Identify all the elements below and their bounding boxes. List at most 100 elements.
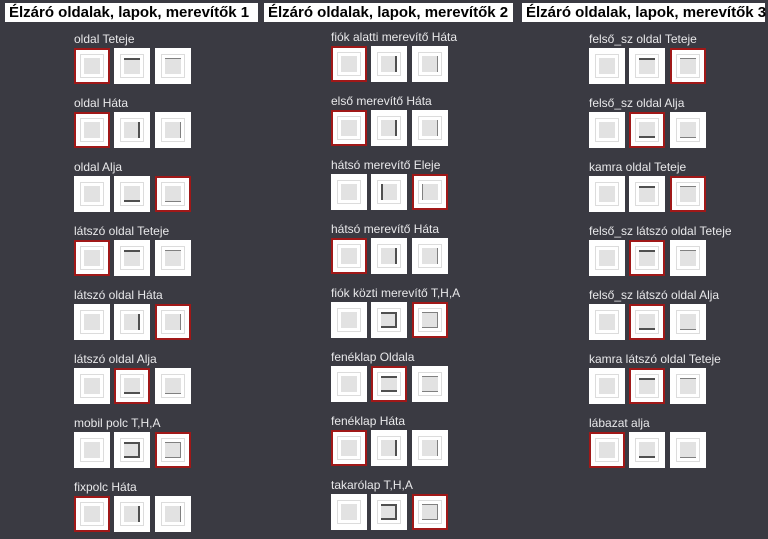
option-group-label: fenéklap Oldala	[331, 350, 415, 364]
no-edge-button[interactable]	[589, 176, 625, 212]
edge-line-icon	[422, 504, 438, 505]
thin-edge-button[interactable]	[670, 112, 706, 148]
panel-icon	[418, 436, 442, 460]
thick-edge-button[interactable]	[114, 176, 150, 212]
no-edge-button[interactable]	[331, 46, 367, 82]
thick-edge-button[interactable]	[629, 48, 665, 84]
no-edge-button[interactable]	[331, 302, 367, 338]
section-header-2: Élzáró oldalak, lapok, merevítők 2	[264, 3, 513, 22]
edge-line-icon	[180, 314, 181, 330]
option-group-label: oldal Teteje	[74, 32, 135, 46]
no-edge-button[interactable]	[589, 432, 625, 468]
edge-line-icon	[680, 457, 696, 458]
panel-icon	[635, 118, 659, 142]
option-group-label: fiók közti merevítő T,H,A	[331, 286, 461, 300]
thin-edge-button[interactable]	[670, 368, 706, 404]
thin-edge-button[interactable]	[412, 174, 448, 210]
thin-edge-button[interactable]	[670, 48, 706, 84]
thick-edge-button[interactable]	[114, 304, 150, 340]
no-edge-button[interactable]	[74, 496, 110, 532]
thin-edge-button[interactable]	[155, 112, 191, 148]
panel-icon	[337, 180, 361, 204]
edge-line-icon	[395, 248, 397, 264]
no-edge-button[interactable]	[331, 238, 367, 274]
no-edge-button[interactable]	[74, 304, 110, 340]
thick-edge-button[interactable]	[114, 48, 150, 84]
option-group-label: lábazat alja	[589, 416, 650, 430]
thick-edge-button[interactable]	[114, 368, 150, 404]
thick-edge-button[interactable]	[371, 46, 407, 82]
no-edge-button[interactable]	[589, 304, 625, 340]
no-edge-button[interactable]	[589, 240, 625, 276]
thick-edge-button[interactable]	[629, 432, 665, 468]
no-edge-button[interactable]	[331, 174, 367, 210]
no-edge-button[interactable]	[74, 432, 110, 468]
thick-edge-button[interactable]	[371, 174, 407, 210]
no-edge-button[interactable]	[74, 240, 110, 276]
thin-edge-button[interactable]	[155, 368, 191, 404]
edge-line-icon	[422, 376, 438, 377]
thin-edge-button[interactable]	[155, 496, 191, 532]
panel-icon	[161, 182, 185, 206]
no-edge-button[interactable]	[589, 112, 625, 148]
panel-icon	[120, 182, 144, 206]
thin-edge-button[interactable]	[155, 240, 191, 276]
panel-icon	[80, 310, 104, 334]
no-edge-button[interactable]	[331, 110, 367, 146]
thin-edge-button[interactable]	[412, 494, 448, 530]
thin-edge-button[interactable]	[155, 432, 191, 468]
no-edge-button[interactable]	[74, 112, 110, 148]
thick-edge-button[interactable]	[371, 430, 407, 466]
option-group-label: fiók alatti merevítő Háta	[331, 30, 458, 44]
thin-edge-button[interactable]	[412, 46, 448, 82]
no-edge-button[interactable]	[74, 368, 110, 404]
panel-icon	[120, 310, 144, 334]
no-edge-button[interactable]	[74, 48, 110, 84]
panel-icon	[120, 118, 144, 142]
thick-edge-button[interactable]	[371, 110, 407, 146]
no-edge-button[interactable]	[331, 430, 367, 466]
thick-edge-button[interactable]	[371, 238, 407, 274]
panel-icon	[337, 500, 361, 524]
no-edge-button[interactable]	[589, 368, 625, 404]
edge-line-icon	[422, 519, 438, 520]
thick-edge-button[interactable]	[114, 112, 150, 148]
thin-edge-button[interactable]	[412, 302, 448, 338]
thick-edge-button[interactable]	[629, 368, 665, 404]
edge-line-icon	[180, 442, 181, 458]
thin-edge-button[interactable]	[412, 110, 448, 146]
thin-edge-button[interactable]	[155, 48, 191, 84]
panel-icon	[676, 310, 700, 334]
thick-edge-button[interactable]	[629, 304, 665, 340]
thin-edge-button[interactable]	[412, 430, 448, 466]
thick-edge-button[interactable]	[114, 496, 150, 532]
no-edge-button[interactable]	[331, 366, 367, 402]
thick-edge-button[interactable]	[371, 494, 407, 530]
panel-icon	[676, 438, 700, 462]
panel-icon	[337, 116, 361, 140]
edge-line-icon	[138, 314, 140, 330]
thin-edge-button[interactable]	[670, 304, 706, 340]
thin-edge-button[interactable]	[670, 432, 706, 468]
no-edge-button[interactable]	[589, 48, 625, 84]
thin-edge-button[interactable]	[155, 176, 191, 212]
thin-edge-button[interactable]	[670, 240, 706, 276]
thick-edge-button[interactable]	[629, 176, 665, 212]
panel-icon	[377, 436, 401, 460]
thick-edge-button[interactable]	[371, 366, 407, 402]
thin-edge-button[interactable]	[670, 176, 706, 212]
option-group-label: takarólap T,H,A	[331, 478, 413, 492]
no-edge-button[interactable]	[74, 176, 110, 212]
thick-edge-button[interactable]	[114, 240, 150, 276]
thin-edge-button[interactable]	[412, 238, 448, 274]
thick-edge-button[interactable]	[629, 112, 665, 148]
panel-icon	[595, 310, 619, 334]
panel-icon	[377, 308, 401, 332]
no-edge-button[interactable]	[331, 494, 367, 530]
thin-edge-button[interactable]	[155, 304, 191, 340]
thin-edge-button[interactable]	[412, 366, 448, 402]
thick-edge-button[interactable]	[114, 432, 150, 468]
edge-line-icon	[680, 378, 696, 379]
thick-edge-button[interactable]	[629, 240, 665, 276]
thick-edge-button[interactable]	[371, 302, 407, 338]
